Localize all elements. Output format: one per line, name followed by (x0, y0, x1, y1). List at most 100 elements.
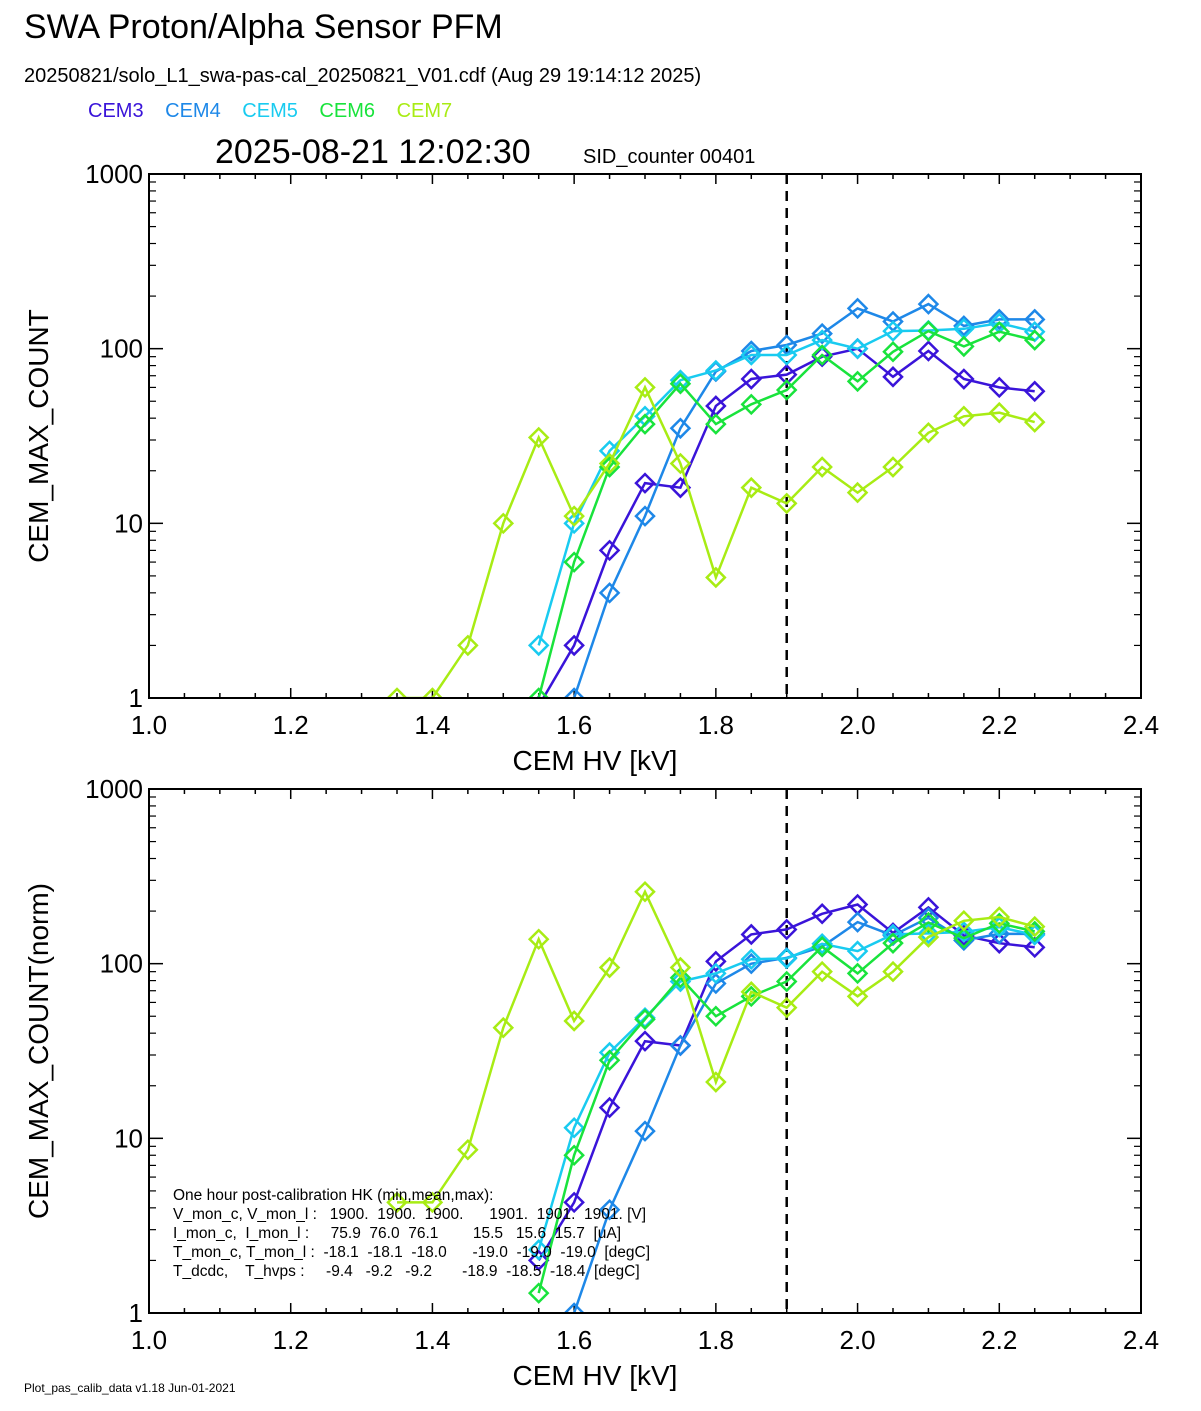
data-point (882, 960, 904, 983)
data-point (917, 340, 940, 362)
data-point (953, 921, 975, 943)
data-point (775, 379, 798, 401)
sid-counter: SID_counter 00401 (583, 146, 756, 168)
x-tick-label: 2.4 (1123, 710, 1159, 740)
x-tick-label: 1.2 (273, 710, 309, 740)
data-point (634, 881, 656, 903)
data-point (457, 1139, 479, 1161)
series-line (537, 329, 1035, 698)
data-point (669, 452, 692, 475)
footer-version: Plot_pas_calib_data v1.18 Jun-01-2021 (24, 1381, 236, 1395)
data-point (811, 935, 833, 958)
data-point (988, 906, 1011, 928)
y-axis-label: CEM_MAX_COUNT (23, 309, 54, 563)
data-point (775, 970, 798, 993)
data-point (988, 320, 1011, 343)
x-tick-label: 1.6 (556, 710, 592, 740)
x-tick-label: 2.0 (839, 1325, 875, 1355)
data-point (492, 1016, 515, 1039)
data-point (563, 1191, 585, 1214)
data-point (953, 927, 975, 949)
data-point (669, 1034, 692, 1057)
data-point (740, 981, 763, 1003)
x-tick-label: 1.0 (131, 710, 167, 740)
data-point (882, 366, 904, 388)
x-tick-label: 1.8 (698, 1325, 734, 1355)
data-point (740, 923, 763, 946)
data-point (740, 476, 763, 499)
data-point (563, 1116, 585, 1139)
data-point (1023, 924, 1046, 946)
data-point (775, 918, 798, 941)
data-point (705, 413, 727, 435)
hk-line: I_mon_c, I_mon_l : 75.9 76.0 76.1 15.5 1… (173, 1225, 621, 1242)
data-point (953, 368, 975, 390)
data-point (988, 401, 1011, 424)
data-point (846, 962, 869, 985)
data-point (705, 962, 727, 985)
series-line (397, 888, 1036, 1204)
y-axis-label: CEM_MAX_COUNT(norm) (23, 883, 54, 1219)
data-point (811, 329, 833, 351)
data-point (988, 376, 1011, 399)
data-point (598, 452, 621, 475)
data-point (882, 320, 904, 342)
data-point (988, 932, 1011, 954)
data-point (953, 910, 975, 932)
x-tick-label: 2.2 (981, 1325, 1017, 1355)
data-point (669, 369, 692, 391)
series-cem7 (386, 881, 1046, 1214)
data-point (1023, 329, 1046, 351)
legend: CEM3 CEM4 CEM5 CEM6 CEM7 (88, 100, 468, 123)
data-point (811, 932, 833, 955)
y-tick-label: 1000 (85, 159, 143, 189)
y-tick-label: 100 (100, 949, 143, 979)
legend-entry-cem3: CEM3 (88, 100, 144, 122)
data-point (740, 344, 763, 366)
data-point (669, 970, 692, 993)
series-cem7 (386, 376, 1046, 698)
data-point (598, 956, 621, 979)
x-tick-label: 1.4 (414, 710, 450, 740)
data-point (740, 948, 763, 971)
data-point (563, 687, 585, 698)
data-point (598, 456, 621, 478)
data-point (563, 1144, 585, 1167)
legend-entry-cem4: CEM4 (165, 100, 221, 122)
data-point (846, 481, 869, 504)
data-point (634, 376, 656, 399)
x-tick-label: 1.6 (556, 1325, 592, 1355)
data-point (563, 634, 585, 657)
data-point (705, 972, 727, 995)
legend-entry-cem5: CEM5 (242, 100, 298, 122)
series-line (541, 347, 1035, 698)
x-tick-label: 1.4 (414, 1325, 450, 1355)
y-tick-label: 1000 (85, 774, 143, 804)
y-tick-label: 1 (129, 1298, 143, 1328)
data-point (917, 293, 940, 315)
data-point (634, 472, 656, 494)
data-point (669, 417, 692, 440)
data-point (917, 926, 940, 948)
data-point (563, 505, 585, 527)
data-point (846, 337, 869, 360)
data-point (535, 695, 542, 698)
data-point (527, 634, 550, 657)
data-point (705, 359, 727, 382)
file-line: 20250821/solo_L1_swa-pas-cal_20250821_V0… (24, 65, 702, 87)
data-point (563, 1010, 585, 1032)
data-point (1023, 915, 1046, 938)
x-tick-label: 1.0 (131, 1325, 167, 1355)
data-point (598, 1049, 621, 1071)
data-point (1023, 380, 1046, 403)
data-point (775, 492, 798, 515)
data-point (882, 340, 904, 363)
data-point (669, 372, 692, 395)
data-point (705, 1005, 727, 1028)
data-point (953, 335, 975, 358)
data-point (917, 922, 940, 945)
data-point (598, 539, 621, 562)
data-point (917, 911, 940, 934)
y-tick-label: 1 (129, 683, 143, 713)
data-point (634, 413, 656, 435)
